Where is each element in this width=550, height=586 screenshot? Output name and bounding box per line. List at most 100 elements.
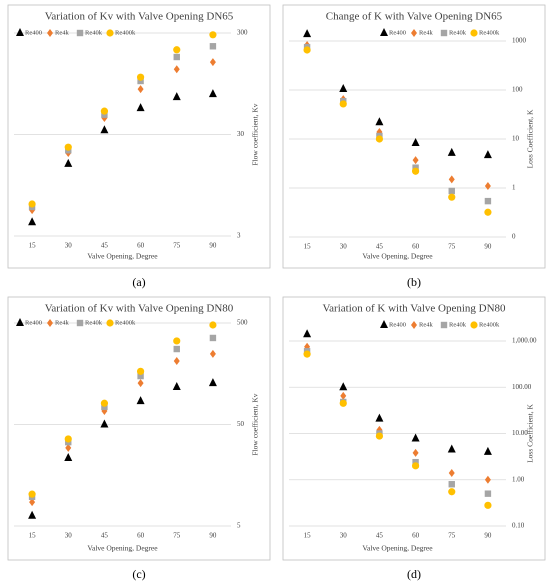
y-tick-label: 1 — [512, 184, 516, 192]
x-tick-label: 60 — [412, 243, 420, 251]
marker — [303, 329, 312, 338]
y-tick-label: 10.00 — [512, 429, 528, 437]
marker — [303, 350, 311, 358]
y-axis-label: Loss Coefficient, K — [526, 404, 535, 463]
x-axis-label: Valve Opening, Degree — [87, 252, 158, 261]
marker — [173, 357, 180, 366]
marker — [411, 137, 420, 146]
y-tick-label: 3 — [237, 232, 241, 240]
legend-marker — [106, 319, 114, 327]
legend-label: Re400k — [115, 29, 136, 36]
marker — [100, 125, 109, 134]
marker — [340, 391, 347, 400]
x-tick-label: 45 — [376, 243, 384, 251]
marker — [448, 193, 456, 201]
legend-marker — [411, 321, 417, 329]
caption: (a) — [132, 275, 145, 289]
x-tick-label: 60 — [412, 532, 420, 540]
marker — [137, 372, 144, 380]
x-tick-label: 75 — [173, 242, 181, 250]
legend-marker — [380, 320, 388, 328]
y-tick-label: 0.10 — [512, 522, 525, 530]
legend-label: Re4k — [419, 29, 433, 36]
y-tick-label: 5 — [237, 522, 241, 530]
chart-title: Change of K with Valve Opening DN65 — [326, 11, 503, 23]
marker — [208, 89, 217, 98]
marker — [209, 334, 217, 342]
marker — [375, 432, 384, 440]
x-tick-label: 45 — [101, 532, 109, 540]
caption: (c) — [132, 567, 145, 581]
marker — [411, 462, 420, 470]
caption: (d) — [407, 567, 421, 581]
marker — [375, 413, 384, 422]
x-axis-label: Valve Opening, Degree — [362, 252, 433, 261]
panel-border — [282, 4, 546, 269]
x-tick-label: 60 — [137, 242, 145, 250]
x-tick-label: 15 — [304, 243, 312, 251]
marker — [28, 490, 36, 498]
y-tick-label: 30 — [237, 130, 245, 138]
x-tick-label: 15 — [29, 532, 37, 540]
marker — [303, 29, 312, 38]
x-tick-label: 75 — [173, 532, 181, 540]
marker — [411, 433, 420, 442]
marker — [64, 435, 72, 443]
y-tick-label: 100 — [512, 86, 523, 94]
marker — [209, 58, 216, 67]
marker — [339, 382, 348, 391]
marker — [64, 452, 73, 461]
marker — [172, 382, 181, 391]
y-axis-label: Flow coefficient, Kv — [251, 103, 260, 165]
y-tick-label: 1,000.00 — [512, 337, 537, 345]
marker — [484, 181, 491, 190]
marker — [136, 73, 145, 81]
x-axis-label: Valve Opening, Degree — [87, 544, 158, 553]
marker — [448, 488, 456, 496]
marker — [484, 490, 492, 497]
y-axis-label: Flow coefficient, Kv — [251, 393, 260, 455]
marker — [412, 156, 419, 165]
marker — [484, 475, 491, 484]
marker — [483, 446, 492, 455]
panel-border — [7, 296, 271, 561]
marker — [28, 510, 37, 519]
marker — [209, 349, 216, 358]
marker — [339, 83, 348, 92]
legend-marker — [470, 29, 478, 37]
legend-marker — [16, 318, 24, 326]
marker — [375, 117, 384, 126]
legend-marker — [440, 321, 448, 329]
marker — [412, 448, 419, 457]
y-tick-label: 1.00 — [512, 475, 525, 483]
x-tick-label: 90 — [484, 243, 492, 251]
legend-label: Re4k — [55, 29, 69, 36]
marker — [64, 143, 72, 151]
y-tick-label: 0 — [512, 233, 516, 241]
marker — [100, 419, 109, 428]
y-tick-label: 100.00 — [512, 383, 532, 391]
legend-label: Re400 — [25, 29, 42, 36]
marker — [484, 208, 492, 216]
marker — [447, 147, 456, 156]
marker — [173, 345, 180, 353]
marker — [339, 100, 347, 108]
y-axis-label: Loss Coefficient, K — [526, 109, 535, 168]
marker — [483, 150, 492, 159]
marker — [101, 111, 108, 118]
x-axis-label: Valve Opening, Degree — [362, 544, 433, 553]
marker — [303, 46, 311, 54]
legend-marker — [76, 319, 84, 327]
chart-title: Variation of Kv with Valve Opening DN65 — [45, 11, 234, 23]
x-tick-label: 45 — [376, 532, 384, 540]
x-tick-label: 30 — [340, 243, 348, 251]
marker — [447, 444, 456, 453]
marker — [208, 378, 217, 387]
x-tick-label: 90 — [209, 242, 217, 250]
marker — [172, 92, 181, 101]
legend-marker — [76, 29, 84, 37]
marker — [173, 65, 180, 74]
legend-label: Re400k — [479, 321, 500, 328]
marker — [64, 158, 73, 167]
caption: (b) — [407, 275, 421, 289]
